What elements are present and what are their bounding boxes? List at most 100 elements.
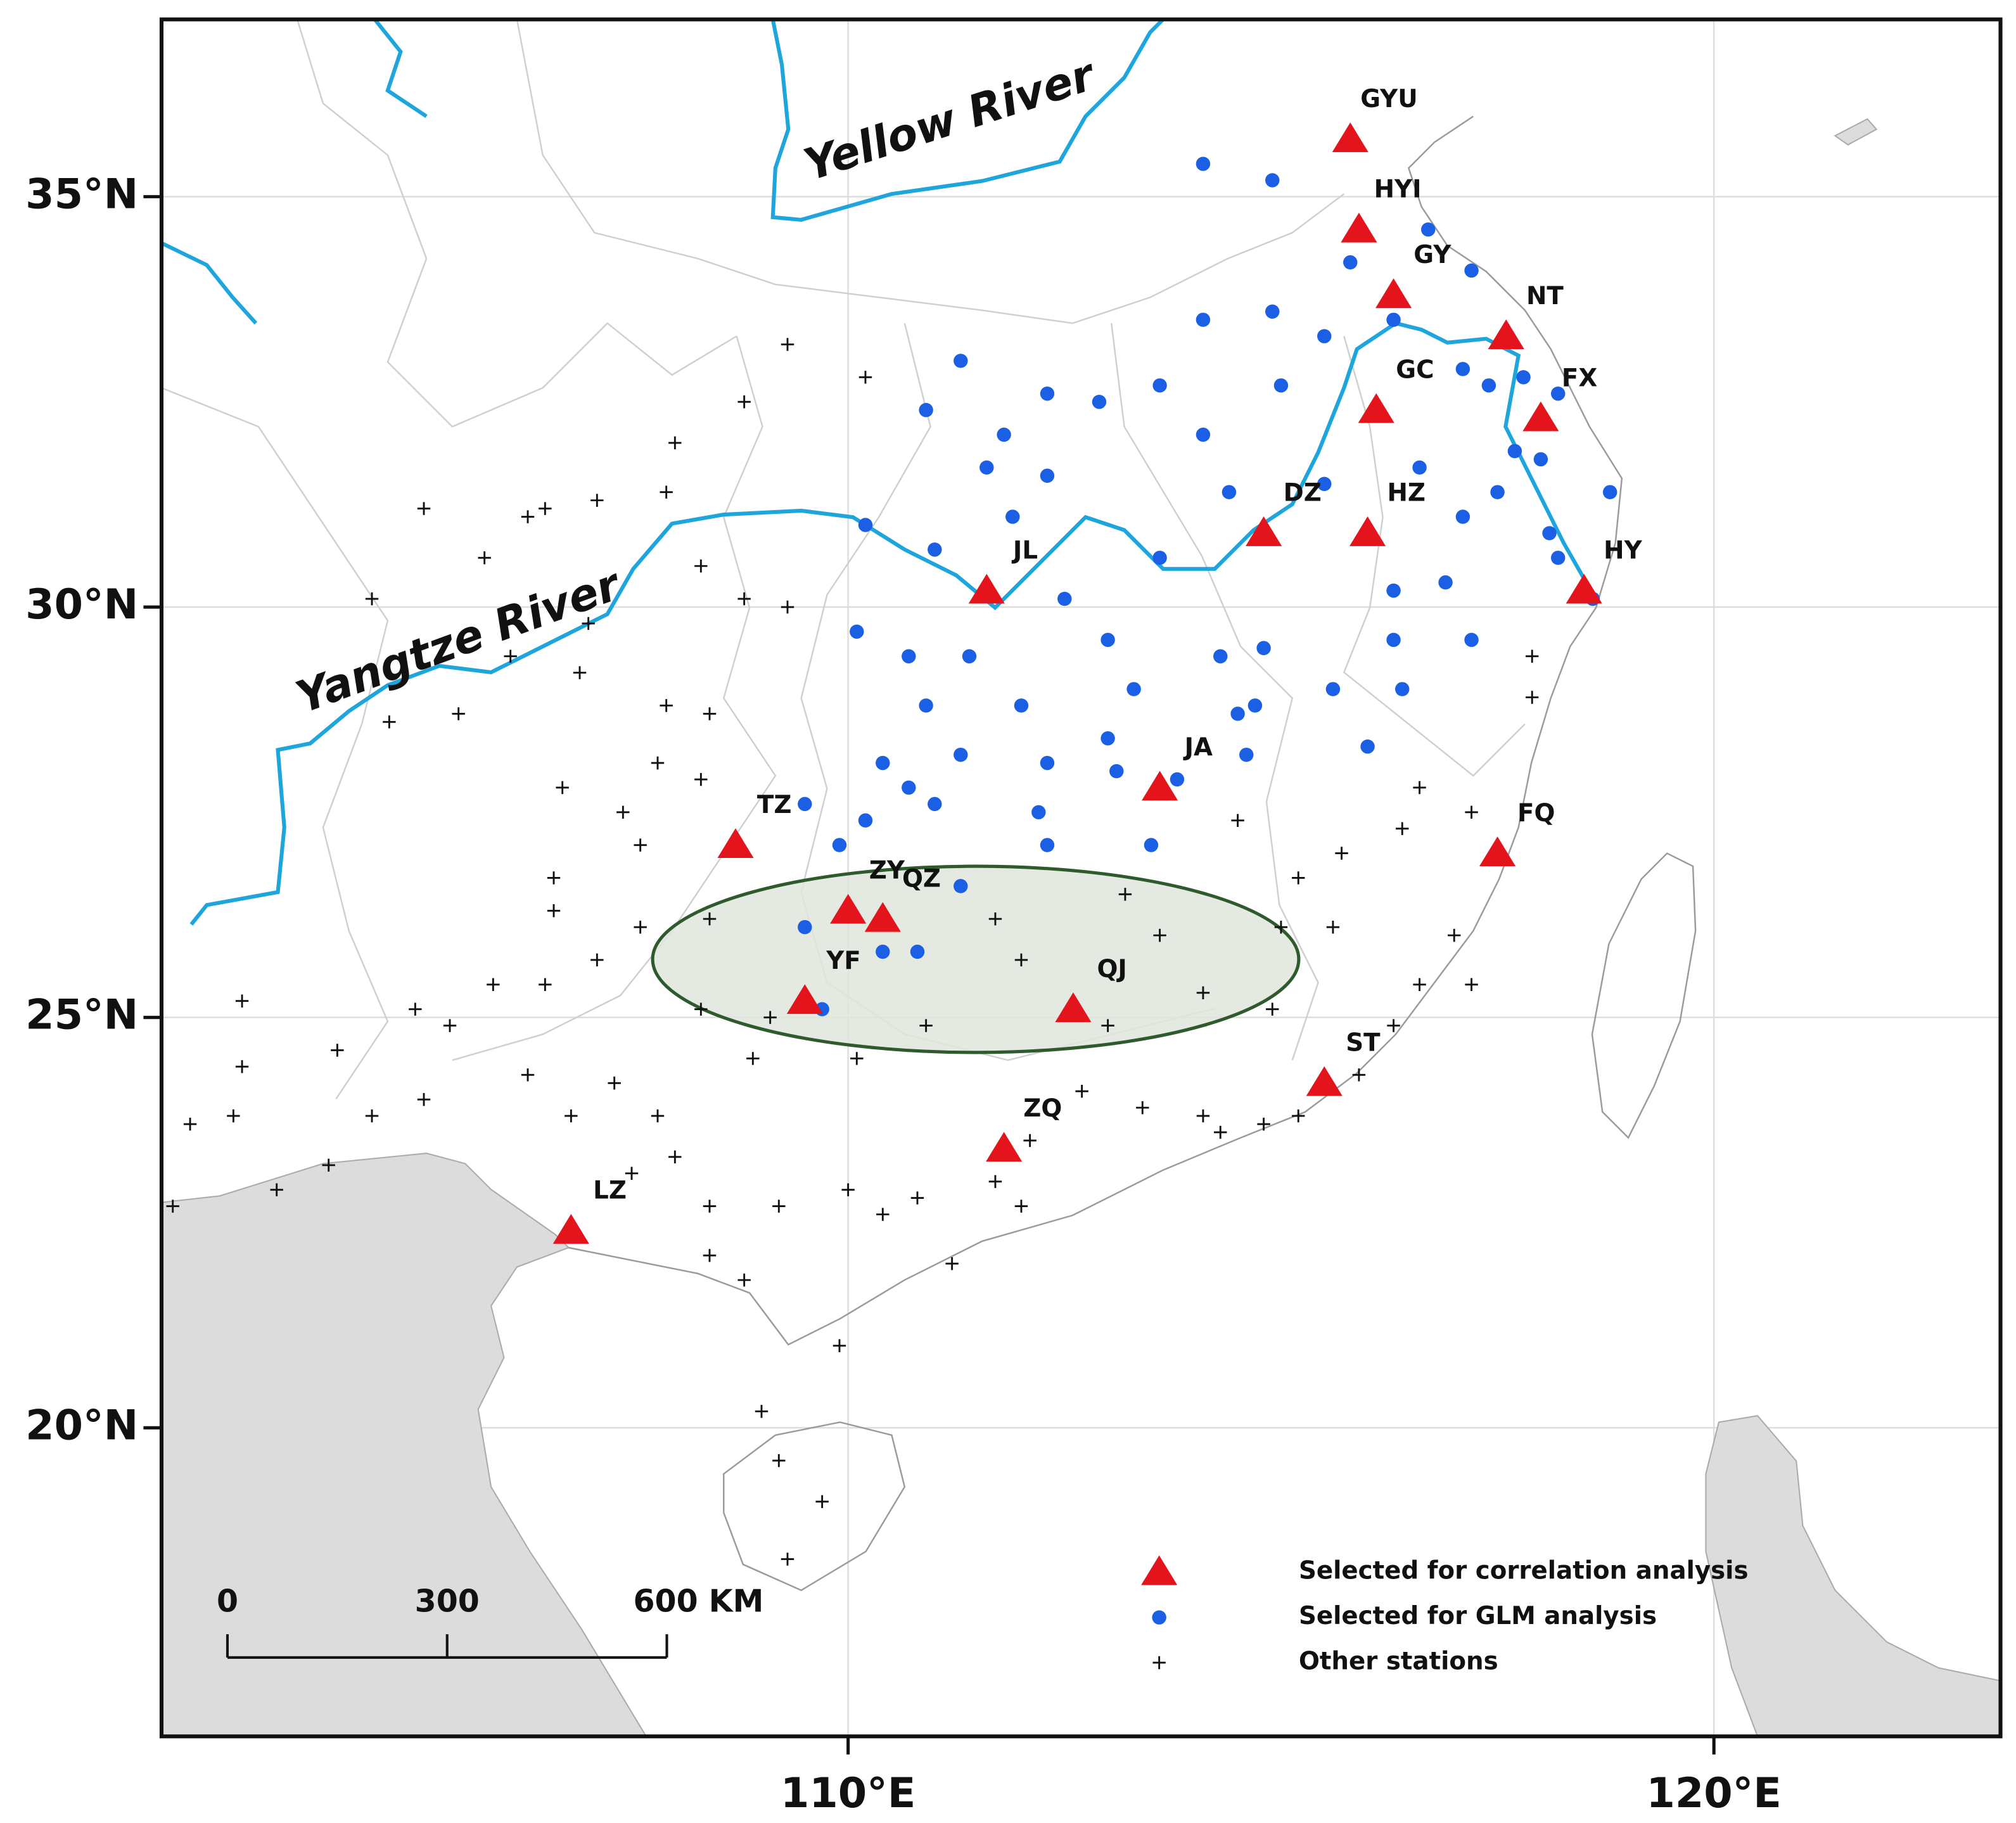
glm-station bbox=[1196, 312, 1211, 327]
other-station bbox=[573, 666, 587, 679]
glm-station bbox=[1101, 731, 1115, 746]
correlation-station bbox=[830, 893, 867, 924]
yellow-river bbox=[161, 241, 258, 325]
glm-station bbox=[910, 944, 925, 959]
glm-station bbox=[850, 624, 864, 639]
legend-label: Other stations bbox=[1299, 1647, 1498, 1675]
other-station bbox=[1196, 1109, 1210, 1123]
glm-station bbox=[1040, 755, 1055, 771]
other-station bbox=[1352, 1068, 1366, 1082]
glm-station bbox=[1222, 485, 1237, 499]
station-label: JA bbox=[1183, 733, 1213, 762]
glm-station bbox=[928, 796, 942, 812]
other-station bbox=[703, 707, 717, 720]
glm-station bbox=[1360, 739, 1375, 754]
other-station bbox=[1292, 871, 1305, 885]
x-tick-label: 110°E bbox=[781, 1769, 915, 1817]
other-station bbox=[634, 838, 647, 852]
other-station bbox=[1526, 649, 1539, 663]
other-station bbox=[1465, 805, 1478, 819]
other-station bbox=[781, 338, 794, 351]
other-station bbox=[539, 978, 552, 992]
other-station bbox=[1075, 1085, 1088, 1098]
glm-station bbox=[954, 879, 968, 893]
correlation-station bbox=[1349, 516, 1386, 546]
other-station bbox=[1231, 814, 1244, 827]
glm-station bbox=[1438, 575, 1453, 590]
glm-station bbox=[1273, 378, 1289, 393]
glm-station bbox=[962, 649, 977, 663]
other-station bbox=[227, 1109, 240, 1123]
glm-station bbox=[979, 460, 994, 475]
other-station bbox=[443, 1019, 457, 1032]
correlation-station bbox=[986, 1132, 1023, 1162]
yellow-river bbox=[373, 19, 428, 118]
glm-station bbox=[858, 518, 873, 532]
province-boundary bbox=[161, 387, 389, 1100]
glm-station bbox=[1481, 378, 1496, 393]
other-station bbox=[1014, 953, 1028, 967]
province-boundary bbox=[296, 19, 737, 428]
other-station bbox=[235, 994, 249, 1007]
glm-station bbox=[1230, 707, 1245, 721]
glm-station bbox=[1126, 682, 1141, 696]
other-station bbox=[166, 1199, 179, 1213]
other-station bbox=[668, 436, 682, 450]
other-station bbox=[694, 772, 708, 786]
glm-station bbox=[876, 755, 890, 771]
glm-station bbox=[1455, 362, 1471, 376]
scale-label: 600 KM bbox=[633, 1583, 763, 1620]
correlation-station bbox=[552, 1213, 589, 1244]
glm-station bbox=[1542, 526, 1557, 541]
station-label: FQ bbox=[1517, 799, 1555, 828]
glm-station bbox=[1412, 460, 1427, 475]
correlation-station bbox=[1246, 516, 1282, 546]
other-station bbox=[772, 1454, 786, 1468]
other-station bbox=[781, 1552, 794, 1566]
glm-station bbox=[1152, 551, 1167, 565]
station-label: FX bbox=[1562, 364, 1597, 392]
other-station bbox=[651, 1109, 665, 1123]
other-station bbox=[625, 1167, 639, 1180]
station-label: GYU bbox=[1360, 85, 1417, 113]
glm-station bbox=[1092, 394, 1107, 409]
glm-station bbox=[1144, 838, 1159, 852]
glm-station bbox=[902, 649, 916, 663]
other-station bbox=[668, 1150, 682, 1164]
other-station bbox=[1465, 978, 1478, 992]
other-station bbox=[694, 560, 708, 573]
glm-station bbox=[876, 944, 890, 959]
station-label: DZ bbox=[1284, 479, 1322, 508]
glm-station bbox=[1213, 649, 1228, 663]
other-station bbox=[850, 1052, 864, 1065]
legend-label: Selected for correlation analysis bbox=[1299, 1557, 1749, 1585]
glm-station bbox=[997, 427, 1011, 442]
other-station bbox=[634, 920, 647, 934]
other-station bbox=[590, 494, 604, 507]
other-station bbox=[487, 978, 500, 992]
other-station bbox=[988, 912, 1002, 926]
glm-station bbox=[1014, 698, 1029, 713]
other-station bbox=[651, 756, 665, 770]
other-station bbox=[1326, 920, 1340, 934]
province-boundary bbox=[1343, 336, 1526, 777]
neighbor-land bbox=[1834, 118, 1878, 146]
glm-station bbox=[1317, 329, 1332, 343]
glm-station bbox=[919, 698, 933, 713]
station-label: GC bbox=[1396, 355, 1434, 384]
other-station bbox=[910, 1191, 924, 1205]
axes: 35°N 30°N 25°N 20°N 110°E 120°E bbox=[25, 170, 1782, 1817]
correlation-station bbox=[1522, 401, 1559, 432]
other-station bbox=[1396, 822, 1409, 835]
other-station bbox=[365, 1109, 379, 1123]
glm-station bbox=[1550, 387, 1566, 401]
glm-station bbox=[1386, 632, 1401, 648]
glm-station bbox=[1031, 805, 1046, 820]
glm-station bbox=[858, 813, 873, 828]
yellow-river bbox=[770, 19, 1164, 222]
other-station bbox=[703, 1199, 717, 1213]
station-label: GY bbox=[1413, 241, 1451, 269]
other-station bbox=[737, 1273, 751, 1287]
map-frame bbox=[159, 17, 2003, 1739]
